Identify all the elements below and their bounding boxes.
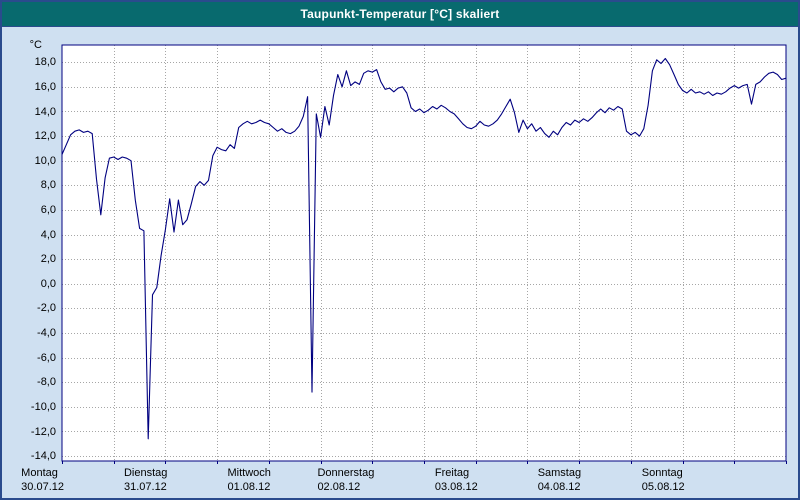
x-axis-weekday: Samstag xyxy=(537,467,582,479)
x-axis-date: 04.08.12 xyxy=(537,481,581,493)
x-axis-date: 31.07.12 xyxy=(123,481,167,493)
y-axis-tick-label: 10,0 xyxy=(34,154,56,167)
x-axis-weekday: Donnerstag xyxy=(317,467,375,479)
y-axis-tick-label: -6,0 xyxy=(37,351,56,364)
y-axis-tick-label: -4,0 xyxy=(37,327,56,339)
y-axis-tick-label: -12,0 xyxy=(30,425,56,438)
x-axis-day-label: Freitag 03.08.12 xyxy=(435,466,478,494)
y-axis-tick-label: -10,0 xyxy=(30,400,56,413)
x-axis-day-label: Donnerstag 02.08.12 xyxy=(317,466,374,494)
title-bar: Taupunkt-Temperatur [°C] skaliert xyxy=(2,2,798,27)
y-axis-tick-label: 6,0 xyxy=(40,203,56,216)
x-axis-date: 03.08.12 xyxy=(434,481,478,493)
y-axis-tick-label: 8,0 xyxy=(40,179,56,192)
y-axis-tick-label: 0,0 xyxy=(40,277,56,290)
x-axis-weekday: Dienstag xyxy=(123,467,168,479)
series-taupunkt-line xyxy=(61,57,787,440)
x-axis-date: 02.08.12 xyxy=(317,481,361,493)
chart-title: Taupunkt-Temperatur [°C] skaliert xyxy=(300,7,500,21)
y-axis-tick-label: 2,0 xyxy=(40,253,56,266)
y-axis-tick-label: 12,0 xyxy=(34,130,56,143)
y-axis-tick-label: 16,0 xyxy=(34,80,56,93)
x-axis-day-label: Montag 30.07.12 xyxy=(21,466,64,494)
x-axis-weekday: Mittwoch xyxy=(227,467,271,479)
x-axis-date: 05.08.12 xyxy=(641,481,685,493)
x-axis-day-label: Sonntag 05.08.12 xyxy=(642,466,685,494)
y-axis-tick-label: -2,0 xyxy=(37,302,56,315)
x-axis-weekday: Freitag xyxy=(434,467,470,479)
x-axis-day-label: Samstag 04.08.12 xyxy=(538,466,581,494)
y-axis-tick-label: 4,0 xyxy=(40,228,56,241)
y-axis-tick-label: -14,0 xyxy=(30,450,56,463)
x-axis-day-label: Dienstag 31.07.12 xyxy=(124,466,167,494)
y-axis-tick-label: 18,0 xyxy=(34,56,56,69)
y-axis-unit-label: °C xyxy=(29,39,42,51)
x-axis-date: 30.07.12 xyxy=(21,481,64,493)
x-axis-weekday: Sonntag xyxy=(641,467,683,479)
y-axis-tick-label: 14,0 xyxy=(34,105,56,118)
x-axis-weekday: Montag xyxy=(21,467,58,479)
x-axis-day-label: Mittwoch 01.08.12 xyxy=(228,466,271,494)
x-axis-date: 01.08.12 xyxy=(227,481,271,493)
y-axis-tick-label: -8,0 xyxy=(37,376,56,389)
